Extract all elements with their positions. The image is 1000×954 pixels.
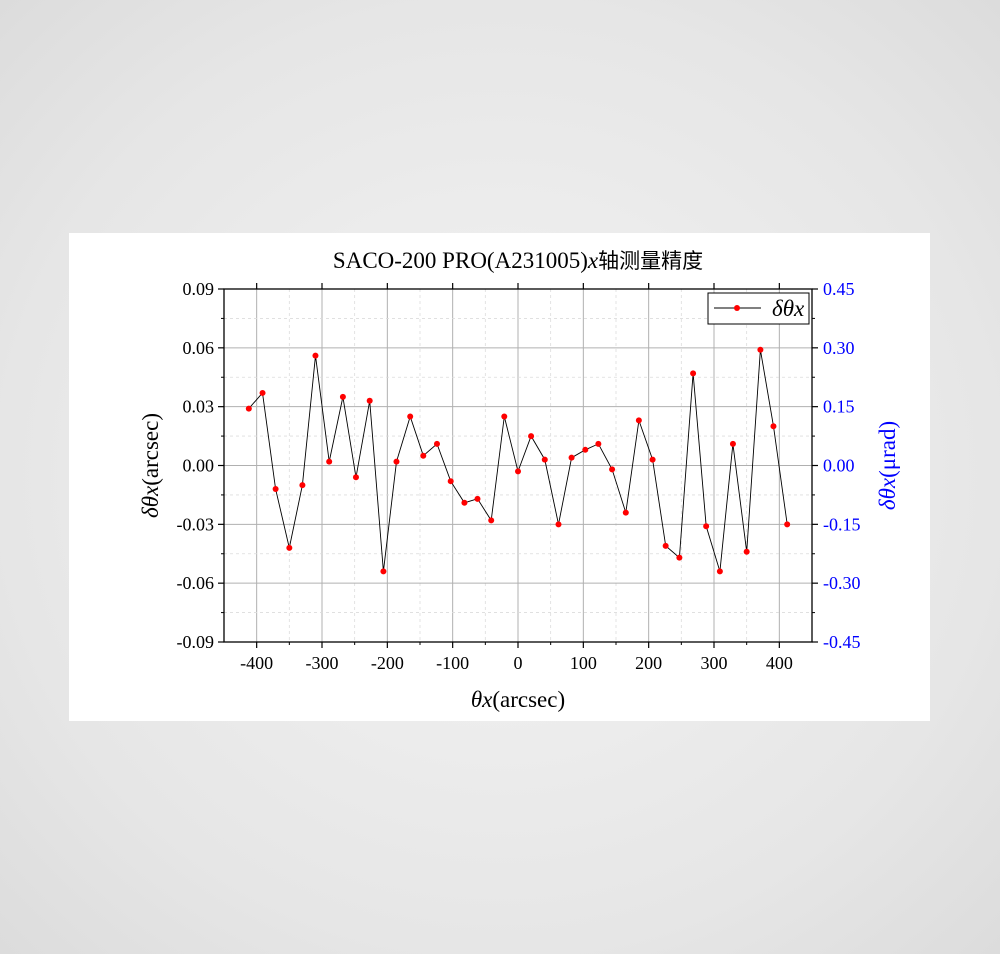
y2-tick-label: -0.45 [823, 632, 861, 652]
x-tick-label: 0 [514, 653, 523, 673]
y2-axis-label: δθx(μrad) [875, 421, 900, 510]
x-tick-label: -100 [436, 653, 469, 673]
data-point [555, 521, 562, 528]
x-axis-label: θx(arcsec) [471, 687, 565, 712]
y2-axis-label-var: δθx [875, 477, 900, 510]
data-point [326, 458, 333, 465]
data-point [259, 389, 266, 396]
x-tick-label: 100 [570, 653, 597, 673]
data-point [595, 440, 602, 447]
data-point [339, 393, 346, 400]
data-point [703, 523, 710, 530]
data-point [501, 413, 508, 420]
data-point [662, 542, 669, 549]
x-axis-label-unit: (arcsec) [492, 687, 565, 712]
y-tick-label: 0.03 [183, 397, 215, 417]
data-point [676, 554, 683, 561]
data-point [245, 405, 252, 412]
chart-panel: -400 -300 -200 -100 0 100 200 300 400 -0.09 -0.06 -… [69, 233, 930, 721]
grid [224, 288, 812, 643]
data-point [649, 456, 656, 463]
y-tick-label: -0.06 [177, 573, 215, 593]
data-point [366, 397, 373, 404]
y-axis-label-var: δθx [138, 485, 163, 518]
data-point [743, 548, 750, 555]
data-point [352, 474, 359, 481]
data-point [568, 454, 575, 461]
chart-title-suffix: 轴测量精度 [598, 249, 703, 273]
data-point [770, 423, 777, 430]
y2-axis-label-unit: (μrad) [875, 421, 900, 478]
y-tick-label: -0.09 [177, 632, 215, 652]
data-point [716, 568, 723, 575]
data-point [312, 352, 319, 359]
data-point [635, 417, 642, 424]
y-tick-label: 0.06 [183, 338, 215, 358]
x-tick-label: -400 [240, 653, 273, 673]
axes [218, 283, 818, 648]
data-point [528, 433, 535, 440]
chart-title: SACO-200 PRO(A231005)x轴测量精度 [333, 248, 703, 273]
data-point [474, 495, 481, 502]
y-tick-label: 0.00 [183, 456, 215, 476]
data-point [729, 440, 736, 447]
x-tick-label: -300 [306, 653, 339, 673]
data-point [299, 482, 306, 489]
y2-tick-label: 0.45 [823, 279, 855, 299]
chart-title-var: x [587, 248, 599, 273]
chart-svg: -400 -300 -200 -100 0 100 200 300 400 -0.09 -0.06 -… [138, 248, 900, 712]
y-tick-label: 0.09 [183, 279, 215, 299]
legend-label: δθx [772, 296, 805, 321]
labels: -400 -300 -200 -100 0 100 200 300 400 -0.09 -0.06 -… [138, 248, 900, 712]
x-axis-label-var: θx [471, 687, 493, 712]
y-axis-label: δθx(arcsec) [138, 413, 163, 518]
data-point [272, 486, 279, 493]
series-layer [245, 346, 791, 575]
y-axis-label-unit: (arcsec) [138, 413, 163, 486]
y2-tick-label: 0.30 [823, 338, 855, 358]
data-point [447, 478, 454, 485]
y-tick-label: -0.03 [177, 514, 215, 534]
x-tick-label: 300 [701, 653, 728, 673]
y2-tick-label: -0.30 [823, 573, 861, 593]
y2-tick-label: 0.00 [823, 456, 855, 476]
data-point [582, 446, 589, 453]
data-point [407, 413, 414, 420]
data-point [488, 517, 495, 524]
data-point [541, 456, 548, 463]
data-point [380, 568, 387, 575]
data-point [433, 440, 440, 447]
data-point [784, 521, 791, 528]
data-point [393, 458, 400, 465]
data-point [609, 466, 616, 473]
data-point [420, 452, 427, 459]
legend-marker [734, 305, 740, 311]
data-point [622, 509, 629, 516]
chart-title-main: SACO-200 PRO(A231005) [333, 248, 588, 273]
y2-tick-label: -0.15 [823, 514, 861, 534]
x-tick-label: 400 [766, 653, 793, 673]
y2-tick-label: 0.15 [823, 397, 855, 417]
data-point [515, 468, 521, 475]
data-point [461, 499, 468, 506]
data-point [757, 346, 764, 353]
data-point [690, 370, 697, 377]
data-point [286, 544, 293, 551]
legend: δθx [707, 292, 810, 325]
x-tick-label: -200 [371, 653, 404, 673]
x-tick-label: 200 [635, 653, 662, 673]
